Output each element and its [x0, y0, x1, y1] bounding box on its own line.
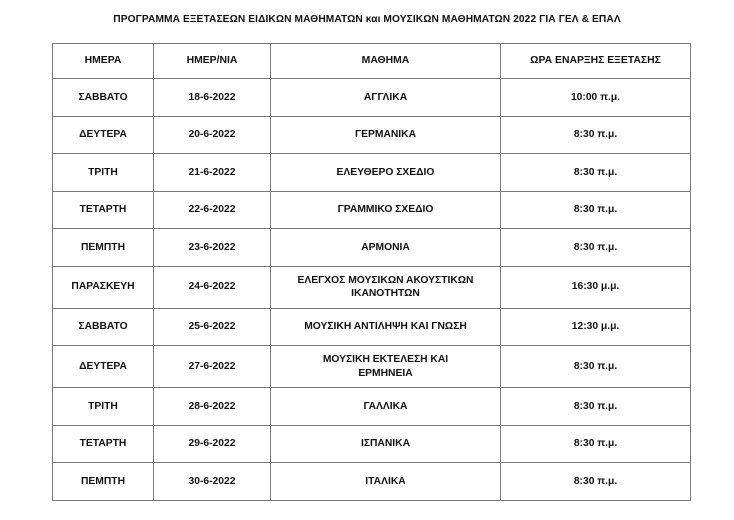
cell-time: 8:30 π.μ.: [500, 462, 691, 501]
subject-line-1: ΓΡΑΜΜΙΚΟ ΣΧΕΔΙΟ: [337, 204, 434, 216]
cell-day: ΔΕΥΤΕΡΑ: [52, 345, 154, 388]
cell-date: 27-6-2022: [153, 345, 271, 388]
cell-day: ΤΕΤΑΡΤΗ: [52, 424, 154, 463]
subject-line-1: ΕΛΕΓΧΟΣ ΜΟΥΣΙΚΩΝ ΑΚΟΥΣΤΙΚΩΝ: [297, 274, 474, 286]
cell-time: 16:30 μ.μ.: [500, 265, 691, 309]
cell-subject: ΑΡΜΟΝΙΑ: [270, 228, 501, 267]
table-row: ΤΕΤΑΡΤΗ 22-6-2022 ΓΡΑΜΜΙΚΟ ΣΧΕΔΙΟ 8:30 π.μ.: [52, 190, 691, 229]
cell-time: 8:30 π.μ.: [500, 345, 691, 388]
cell-subject: ΕΛΕΥΘΕΡΟ ΣΧΕΔΙΟ: [270, 153, 501, 192]
table-row: ΤΡΙΤΗ 21-6-2022 ΕΛΕΥΘΕΡΟ ΣΧΕΔΙΟ 8:30 π.μ.: [52, 153, 691, 192]
page-title: ΠΡΟΓΡΑΜΜΑ ΕΞΕΤΑΣΕΩΝ ΕΙΔΙΚΩΝ ΜΑΘΗΜΑΤΩΝ κα…: [113, 14, 621, 25]
cell-subject: ΕΛΕΓΧΟΣ ΜΟΥΣΙΚΩΝ ΑΚΟΥΣΤΙΚΩΝ ΙΚΑΝΟΤΗΤΩΝ: [270, 265, 501, 309]
subject-line-2: ΕΡΜΗΝΕΙΑ: [358, 367, 413, 379]
cell-time: 8:30 π.μ.: [500, 153, 691, 192]
cell-subject: ΜΟΥΣΙΚΗ ΑΝΤΙΛΗΨΗ ΚΑΙ ΓΝΩΣΗ: [270, 307, 501, 346]
cell-time: 8:30 π.μ.: [500, 387, 691, 426]
cell-time: 8:30 π.μ.: [500, 190, 691, 229]
cell-subject: ΓΡΑΜΜΙΚΟ ΣΧΕΔΙΟ: [270, 190, 501, 229]
cell-time: 8:30 π.μ.: [500, 228, 691, 267]
cell-subject: ΙΣΠΑΝΙΚΑ: [270, 424, 501, 463]
cell-day: ΔΕΥΤΕΡΑ: [52, 115, 154, 154]
table-row: ΣΑΒΒΑΤΟ 25-6-2022 ΜΟΥΣΙΚΗ ΑΝΤΙΛΗΨΗ ΚΑΙ ΓΝΩ…: [52, 307, 691, 346]
cell-day: ΤΡΙΤΗ: [52, 153, 154, 192]
cell-day: ΤΕΤΑΡΤΗ: [52, 190, 154, 229]
subject-line-1: ΙΤΑΛΙΚΑ: [365, 475, 406, 487]
exam-schedule-table: ΗΜΕΡΑ ΗΜΕΡ/ΝΙΑ ΜΑΘΗΜΑ ΩΡΑ ΕΝΑΡΞΗΣ ΕΞΕΤΑΣ…: [52, 43, 691, 501]
subject-line-1: ΜΟΥΣΙΚΗ ΕΚΤΕΛΕΣΗ ΚΑΙ: [322, 354, 449, 366]
cell-date: 18-6-2022: [153, 78, 271, 117]
cell-date: 30-6-2022: [153, 462, 271, 501]
cell-day: ΠΕΜΠΤΗ: [52, 228, 154, 267]
cell-date: 25-6-2022: [153, 307, 271, 346]
cell-date: 24-6-2022: [153, 265, 271, 309]
subject-line-1: ΙΣΠΑΝΙΚΑ: [360, 438, 411, 450]
cell-time: 8:30 π.μ.: [500, 115, 691, 154]
schedule-table-container: ΗΜΕΡΑ ΗΜΕΡ/ΝΙΑ ΜΑΘΗΜΑ ΩΡΑ ΕΝΑΡΞΗΣ ΕΞΕΤΑΣ…: [52, 43, 691, 501]
cell-day: ΣΑΒΒΑΤΟ: [52, 307, 154, 346]
cell-time: 10:00 π.μ.: [500, 78, 691, 117]
cell-subject: ΓΕΡΜΑΝΙΚΑ: [270, 115, 501, 154]
cell-subject: ΙΤΑΛΙΚΑ: [270, 462, 501, 501]
cell-subject: ΓΑΛΛΙΚΑ: [270, 387, 501, 426]
cell-day: ΣΑΒΒΑΤΟ: [52, 78, 154, 117]
subject-line-1: ΓΑΛΛΙΚΑ: [363, 400, 408, 412]
subject-line-1: ΕΛΕΥΘΕΡΟ ΣΧΕΔΙΟ: [336, 166, 435, 178]
column-header-date: ΗΜΕΡ/ΝΙΑ: [153, 43, 271, 79]
cell-day: ΠΑΡΑΣΚΕΥΗ: [52, 265, 154, 309]
subject-line-1: ΑΓΓΛΙΚΑ: [363, 91, 408, 103]
table-header-row: ΗΜΕΡΑ ΗΜΕΡ/ΝΙΑ ΜΑΘΗΜΑ ΩΡΑ ΕΝΑΡΞΗΣ ΕΞΕΤΑΣ…: [52, 43, 691, 79]
column-header-time: ΩΡΑ ΕΝΑΡΞΗΣ ΕΞΕΤΑΣΗΣ: [500, 43, 691, 79]
table-header: ΗΜΕΡΑ ΗΜΕΡ/ΝΙΑ ΜΑΘΗΜΑ ΩΡΑ ΕΝΑΡΞΗΣ ΕΞΕΤΑΣ…: [52, 43, 691, 79]
cell-subject: ΜΟΥΣΙΚΗ ΕΚΤΕΛΕΣΗ ΚΑΙ ΕΡΜΗΝΕΙΑ: [270, 345, 501, 388]
table-row: ΠΑΡΑΣΚΕΥΗ 24-6-2022 ΕΛΕΓΧΟΣ ΜΟΥΣΙΚΩΝ ΑΚΟΥΣ…: [52, 265, 691, 309]
column-header-day: ΗΜΕΡΑ: [52, 43, 154, 79]
column-header-subject: ΜΑΘΗΜΑ: [270, 43, 501, 79]
cell-date: 28-6-2022: [153, 387, 271, 426]
table-row: ΣΑΒΒΑΤΟ 18-6-2022 ΑΓΓΛΙΚΑ 10:00 π.μ.: [52, 78, 691, 117]
table-row: ΠΕΜΠΤΗ 30-6-2022 ΙΤΑΛΙΚΑ 8:30 π.μ.: [52, 462, 691, 501]
cell-date: 23-6-2022: [153, 228, 271, 267]
cell-date: 22-6-2022: [153, 190, 271, 229]
cell-day: ΤΡΙΤΗ: [52, 387, 154, 426]
cell-time: 8:30 π.μ.: [500, 424, 691, 463]
cell-time: 12:30 μ.μ.: [500, 307, 691, 346]
table-row: ΔΕΥΤΕΡΑ 27-6-2022 ΜΟΥΣΙΚΗ ΕΚΤΕΛΕΣΗ ΚΑΙ ΕΡΜΗ…: [52, 345, 691, 388]
table-row: ΤΕΤΑΡΤΗ 29-6-2022 ΙΣΠΑΝΙΚΑ 8:30 π.μ.: [52, 424, 691, 463]
subject-line-1: ΑΡΜΟΝΙΑ: [361, 241, 410, 253]
table-body: ΣΑΒΒΑΤΟ 18-6-2022 ΑΓΓΛΙΚΑ 10:00 π.μ. ΔΕΥΤΕΡΑ…: [52, 78, 691, 501]
cell-day: ΠΕΜΠΤΗ: [52, 462, 154, 501]
cell-date: 21-6-2022: [153, 153, 271, 192]
subject-line-1: ΓΕΡΜΑΝΙΚΑ: [354, 129, 417, 141]
subject-line-1: ΜΟΥΣΙΚΗ ΑΝΤΙΛΗΨΗ ΚΑΙ ΓΝΩΣΗ: [304, 321, 467, 333]
table-row: ΔΕΥΤΕΡΑ 20-6-2022 ΓΕΡΜΑΝΙΚΑ 8:30 π.μ.: [52, 115, 691, 154]
table-row: ΠΕΜΠΤΗ 23-6-2022 ΑΡΜΟΝΙΑ 8:30 π.μ.: [52, 228, 691, 267]
table-row: ΤΡΙΤΗ 28-6-2022 ΓΑΛΛΙΚΑ 8:30 π.μ.: [52, 387, 691, 426]
subject-line-2: ΙΚΑΝΟΤΗΤΩΝ: [351, 288, 420, 299]
cell-date: 29-6-2022: [153, 424, 271, 463]
cell-subject: ΑΓΓΛΙΚΑ: [270, 78, 501, 117]
cell-date: 20-6-2022: [153, 115, 271, 154]
